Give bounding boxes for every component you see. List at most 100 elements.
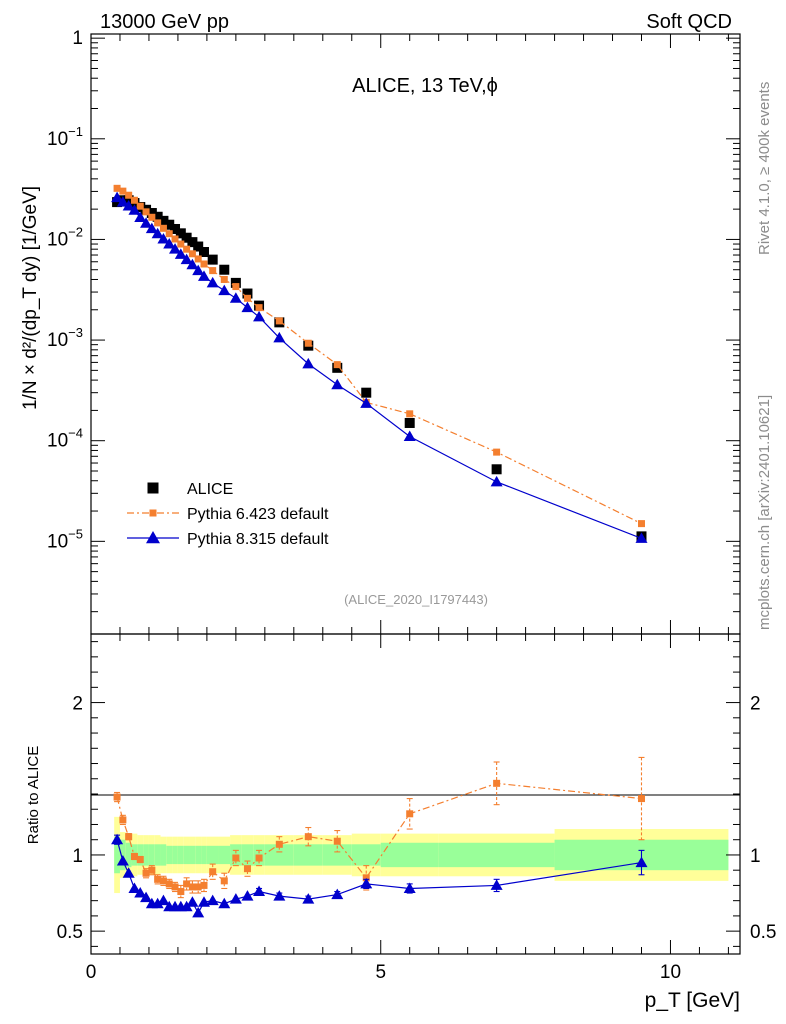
x-axis-label: p_T [GeV] — [645, 989, 740, 1012]
pythia-6-423-default-point — [136, 202, 144, 210]
source-label: mcplots.cern.ch [arXiv:2401.10621] — [756, 395, 773, 630]
pythia-8-315-default-point — [163, 238, 176, 249]
pythia-8-315-default-point — [253, 310, 266, 322]
pythia-8-315-default-ratio-point — [151, 897, 164, 909]
stat-uncertainty-band — [154, 844, 161, 866]
pythia-8-315-default-point — [273, 331, 286, 343]
x-tick-label: 10 — [660, 962, 681, 983]
stat-uncertainty-band — [166, 845, 173, 865]
pythia-8-315-default-point — [302, 357, 315, 369]
pythia-6-423-default-point — [406, 410, 414, 418]
ratio-y-tick-label: 1 — [72, 846, 83, 867]
y-tick-label-base: 10 — [47, 531, 68, 552]
pythia-6-423-default-point — [333, 361, 341, 369]
pythia-8-315-default-point — [403, 430, 416, 442]
pythia-6-423-default-ratio-point — [333, 837, 341, 845]
pythia-6-423-default-ratio-point — [304, 833, 312, 841]
pythia-8-315-default-ratio-point — [197, 896, 210, 907]
y-tick-label-exp: −4 — [68, 426, 83, 441]
pythia-6-423-default-ratio-point — [171, 883, 179, 891]
pythia-6-423-default-ratio-point — [130, 852, 138, 860]
pythia-8-315-default-point — [331, 378, 344, 390]
main-y-axis-label: 1/N × d²/(dp_T dy) [1/GeV] — [20, 186, 41, 410]
pythia-6-423-default-ratio-point — [362, 874, 370, 882]
pythia-8-315-default-point — [635, 532, 648, 543]
pythia-8-315-default-ratio-point — [140, 891, 153, 903]
legend-marker-pythia-6-423-default — [149, 509, 157, 517]
pythia-6-423-default-ratio-point — [142, 869, 150, 877]
y-tick-label: 10−4 — [47, 426, 83, 452]
stat-uncertainty-band — [177, 845, 184, 865]
pythia-8-315-default-ratio-point — [302, 893, 315, 904]
pythia-6-423-default-point — [493, 448, 501, 456]
legend-marker-alice — [147, 482, 159, 494]
stat-uncertainty-band — [143, 844, 149, 866]
pythia-8-315-default-point — [360, 397, 373, 408]
pythia-6-423-default-ratio-point — [165, 880, 173, 888]
pythia-8-315-default-ratio-point — [635, 856, 648, 868]
pythia-6-423-default-point — [637, 520, 645, 528]
alice-point — [361, 387, 372, 398]
stat-uncertainty-band — [160, 844, 167, 866]
pythia-8-315-default-ratio-point — [253, 885, 266, 897]
pythia-8-315-default-point — [157, 232, 170, 244]
alice-point — [170, 223, 181, 234]
pythia-6-423-default-ratio-point — [243, 865, 251, 873]
pythia-8-315-default-ratio-point — [273, 890, 286, 901]
pythia-6-423-default-point — [154, 219, 162, 227]
stat-uncertainty-band — [125, 842, 132, 868]
pythia-6-423-default-ratio-point — [209, 868, 217, 876]
alice-point — [404, 417, 415, 428]
pythia-8-315-default-ratio-point — [218, 897, 231, 909]
alice-point — [491, 464, 502, 475]
pythia-8-315-default-point — [134, 211, 147, 223]
pythia-6-423-default-point — [113, 184, 121, 192]
pythia-8-315-default-ratio-point — [206, 894, 219, 906]
category-label: Soft QCD — [646, 11, 732, 33]
pythia-8-315-default-point — [197, 270, 210, 281]
pythia-8-315-default-point — [490, 475, 503, 487]
y-tick-label-base: 10 — [47, 431, 68, 452]
pythia-8-315-default-ratio-point — [122, 867, 135, 878]
alice-point — [146, 208, 157, 219]
alice-point — [242, 288, 253, 299]
stat-uncertainty-band — [148, 844, 155, 866]
pythia-8-315-default-ratio-point — [331, 888, 344, 900]
alice-point — [198, 247, 209, 258]
stat-uncertainty-band — [438, 842, 555, 868]
stat-uncertainty-band — [241, 844, 254, 866]
pythia-6-423-default-point — [243, 294, 251, 302]
y-tick-label: 10−2 — [47, 224, 83, 250]
pythia-8-315-default-point — [169, 243, 182, 254]
energy-label: 13000 GeV pp — [100, 11, 229, 33]
x-tick-label: 0 — [86, 962, 97, 983]
legend: ALICE Pythia 6.423 default Pythia 8.315 de… — [127, 481, 329, 548]
stat-uncertainty-band — [201, 845, 207, 865]
pythia-6-423-default-point — [119, 187, 127, 195]
stat-uncertainty-band — [206, 845, 219, 865]
pythia-8-315-default-ratio-point — [360, 877, 373, 889]
y-tick-label-exp: −1 — [68, 124, 83, 139]
stat-uncertainty-band — [189, 845, 196, 865]
ratio-y-tick-label: 0.5 — [57, 922, 83, 943]
pythia-6-423-default-point — [232, 283, 240, 291]
pythia-8-315-default-point — [218, 284, 231, 296]
pythia-6-423-default-ratio-point — [188, 883, 196, 891]
stat-uncertainty-band — [137, 844, 144, 866]
analysis-id: (ALICE_2020_I1797443) — [344, 592, 488, 607]
legend-label-alice: ALICE — [187, 481, 233, 498]
y-tick-label-base: 10 — [47, 129, 68, 150]
alice-point — [187, 237, 198, 248]
pythia-6-423-default-ratio-point — [113, 793, 121, 801]
pythia-8-315-default-ratio-point — [157, 894, 170, 906]
pythia-8-315-default-ratio-point — [134, 887, 147, 898]
pythia-6-423-default-ratio-point — [154, 875, 162, 883]
stat-uncertainty-band — [218, 845, 231, 865]
ratio-y-tick-label: 2 — [72, 694, 83, 715]
y-tick-label-exp: −2 — [68, 224, 83, 239]
stat-uncertainty-band — [183, 845, 190, 865]
pythia-6-423-default-point — [304, 339, 312, 347]
ratio-panel: 2 21 10.5 0.50 5 10 Ratio to ALICE p_T [GeV] — [25, 633, 776, 1012]
alice-point — [175, 228, 186, 239]
